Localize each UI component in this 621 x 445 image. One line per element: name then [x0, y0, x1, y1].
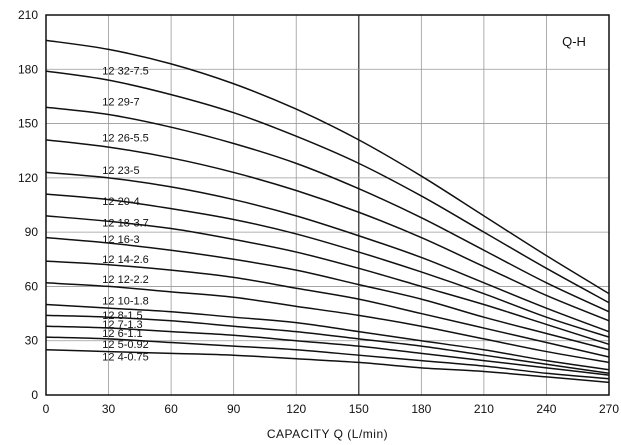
x-axis-title: CAPACITY Q (L/min) — [267, 427, 388, 441]
curve-12-32-7-5 — [45, 39, 610, 295]
tick-labels: 0 30 60 90 120 150 180 210 240 270 0 30 60 90 120 150 18… — [18, 8, 619, 416]
curve-label: 12 10-1.8 — [102, 296, 148, 308]
curve-12-16-3 — [45, 215, 610, 346]
x-tick-label: 150 — [349, 402, 369, 416]
y-tick-label: 150 — [18, 117, 38, 131]
curve-labels: 12 32-7.5 12 29-7 12 26-5.5 12 23-5 12 20-4 1… — [102, 66, 148, 364]
x-tick-label: 120 — [286, 402, 306, 416]
y-tick-label: 210 — [18, 8, 38, 22]
curve-12-12-2-2 — [45, 260, 610, 358]
curve-12-5-0-92 — [45, 336, 610, 380]
curve-12-14-2-6 — [45, 236, 610, 351]
curve-label: 12 26-5.5 — [102, 133, 148, 145]
curve-label: 12 8-1.5 — [102, 310, 142, 322]
y-tick-label: 120 — [18, 171, 38, 185]
curve-label: 12 5-0.92 — [102, 339, 148, 351]
y-tick-label: 90 — [25, 225, 39, 239]
x-tick-label: 240 — [536, 402, 556, 416]
curve-12-20-4 — [45, 171, 610, 333]
y-tick-label: 30 — [25, 334, 39, 348]
curve-label: 12 7-1.3 — [102, 319, 142, 331]
x-tick-label: 60 — [164, 402, 178, 416]
plot-frame — [45, 14, 610, 396]
y-tick-label: 0 — [31, 388, 38, 402]
curve-label: 12 29-7 — [102, 96, 139, 108]
curves — [45, 39, 610, 384]
curve-label: 12 14-2.6 — [102, 254, 148, 266]
curve-12-8-1-5 — [45, 303, 610, 371]
y-tick-label: 180 — [18, 62, 38, 76]
curve-label: 12 18-3.7 — [102, 218, 148, 230]
curve-12-4-0-75 — [45, 349, 610, 384]
curve-12-6-1-1 — [45, 325, 610, 376]
curve-label: 12 6-1.1 — [102, 328, 142, 340]
curve-label: 12 20-4 — [102, 196, 139, 208]
curve-12-29-7 — [45, 70, 610, 304]
x-tick-label: 30 — [102, 402, 116, 416]
curve-12-7-1-3 — [45, 314, 610, 375]
x-tick-label: 210 — [474, 402, 494, 416]
curve-label: 12 32-7.5 — [102, 66, 148, 78]
x-tick-label: 0 — [43, 402, 50, 416]
curve-12-18-3-7 — [45, 193, 610, 338]
curve-label: 12 12-2.2 — [102, 274, 148, 286]
curve-label: 12 23-5 — [102, 165, 139, 177]
x-tick-label: 180 — [411, 402, 431, 416]
curve-label: 12 4-0.75 — [102, 352, 148, 364]
chart-title: Q-H — [562, 34, 586, 49]
curve-label: 12 16-3 — [102, 234, 139, 246]
curve-12-23-5 — [45, 139, 610, 322]
x-tick-label: 270 — [599, 402, 619, 416]
curve-12-26-5-5 — [45, 106, 610, 313]
curve-12-10-1-8 — [45, 282, 610, 364]
y-tick-label: 60 — [25, 279, 39, 293]
x-tick-label: 90 — [227, 402, 241, 416]
